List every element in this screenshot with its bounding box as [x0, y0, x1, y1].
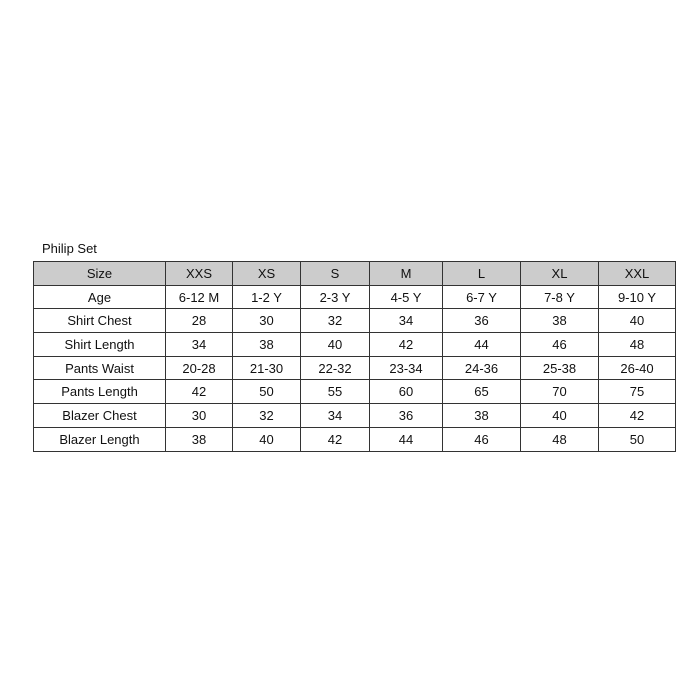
table-cell: 6-7 Y	[442, 284, 521, 310]
table-cell: 46	[520, 332, 599, 357]
table-row: Shirt Length 34 38 40 42 44 46 48	[33, 332, 676, 357]
table-cell: 44	[442, 332, 521, 357]
table-cell: 42	[369, 332, 443, 357]
table-cell: 48	[598, 332, 676, 357]
table-cell: 42	[165, 379, 233, 405]
table-cell: 36	[369, 403, 443, 428]
table-cell: 30	[232, 308, 301, 334]
table-cell: 40	[300, 332, 370, 357]
table-cell: 24-36	[442, 355, 521, 381]
row-label: Pants Waist	[33, 355, 166, 381]
table-cell: 44	[369, 426, 443, 452]
table-cell: 6-12 M	[165, 284, 233, 310]
table-cell: 38	[232, 332, 301, 357]
table-cell: 40	[232, 426, 301, 452]
table-cell: 38	[165, 426, 233, 452]
row-label: Shirt Chest	[33, 308, 166, 334]
table-cell: 26-40	[598, 355, 676, 381]
table-cell: 22-32	[300, 355, 370, 381]
row-label: Size	[33, 261, 166, 286]
table-cell: XS	[232, 261, 301, 286]
table-cell: 32	[232, 403, 301, 428]
table-cell: 50	[598, 426, 676, 452]
row-label: Pants Length	[33, 379, 166, 405]
table-cell: 36	[442, 308, 521, 334]
table-row: Pants Length 42 50 55 60 65 70 75	[33, 379, 676, 405]
table-cell: 75	[598, 379, 676, 405]
table-cell: 7-8 Y	[520, 284, 599, 310]
row-label: Age	[33, 284, 166, 310]
size-chart-table: Size XXS XS S M L XL XXL Age 6-12 M 1-2 Y 2-3 Y 4-5 …	[33, 261, 676, 452]
table-cell: 70	[520, 379, 599, 405]
table-cell: 1-2 Y	[232, 284, 301, 310]
table-cell: 46	[442, 426, 521, 452]
table-row: Blazer Length 38 40 42 44 46 48 50	[33, 426, 676, 452]
table-cell: 32	[300, 308, 370, 334]
table-cell: 34	[165, 332, 233, 357]
table-cell: 34	[300, 403, 370, 428]
table-cell: 55	[300, 379, 370, 405]
table-cell: 38	[520, 308, 599, 334]
table-cell: 4-5 Y	[369, 284, 443, 310]
table-cell: 60	[369, 379, 443, 405]
table-cell: 9-10 Y	[598, 284, 676, 310]
table-cell: 38	[442, 403, 521, 428]
table-cell: 25-38	[520, 355, 599, 381]
table-cell: XXS	[165, 261, 233, 286]
table-row: Blazer Chest 30 32 34 36 38 40 42	[33, 403, 676, 428]
table-header-row: Size XXS XS S M L XL XXL	[33, 261, 676, 286]
table-cell: 65	[442, 379, 521, 405]
table-row: Shirt Chest 28 30 32 34 36 38 40	[33, 308, 676, 334]
table-cell: 20-28	[165, 355, 233, 381]
table-cell: XL	[520, 261, 599, 286]
table-cell: 34	[369, 308, 443, 334]
table-cell: 48	[520, 426, 599, 452]
row-label: Blazer Chest	[33, 403, 166, 428]
table-cell: 40	[598, 308, 676, 334]
table-cell: 50	[232, 379, 301, 405]
table-cell: 28	[165, 308, 233, 334]
table-cell: 23-34	[369, 355, 443, 381]
table-cell: 21-30	[232, 355, 301, 381]
table-cell: 2-3 Y	[300, 284, 370, 310]
table-row: Age 6-12 M 1-2 Y 2-3 Y 4-5 Y 6-7 Y 7-8 Y 9-10 Y	[33, 284, 676, 310]
row-label: Blazer Length	[33, 426, 166, 452]
table-row: Pants Waist 20-28 21-30 22-32 23-34 24-36 25-3…	[33, 355, 676, 381]
table-cell: S	[300, 261, 370, 286]
table-cell: L	[442, 261, 521, 286]
table-cell: M	[369, 261, 443, 286]
table-cell: 42	[598, 403, 676, 428]
row-label: Shirt Length	[33, 332, 166, 357]
table-cell: XXL	[598, 261, 676, 286]
table-title: Philip Set	[42, 241, 97, 256]
table-cell: 42	[300, 426, 370, 452]
table-cell: 30	[165, 403, 233, 428]
table-cell: 40	[520, 403, 599, 428]
